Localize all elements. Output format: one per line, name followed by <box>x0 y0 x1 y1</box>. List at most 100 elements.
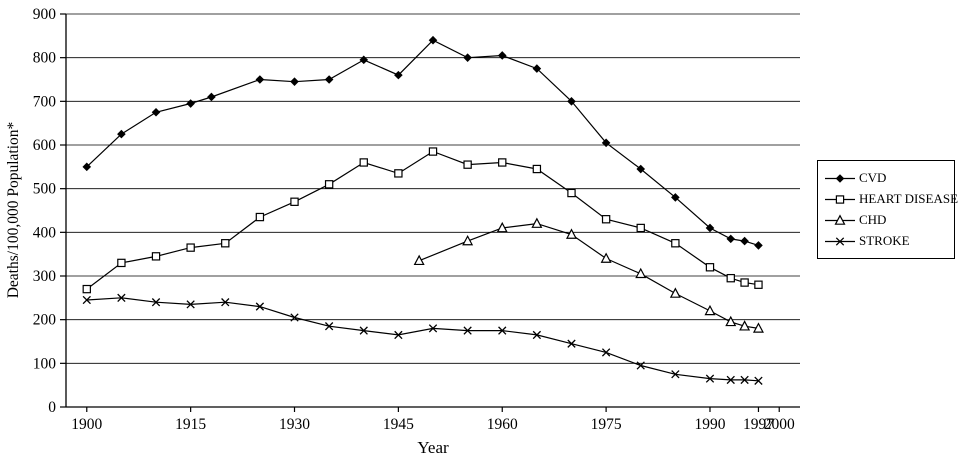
y-axis-label: Deaths/100,000 Population* <box>5 121 22 299</box>
diamond-marker <box>186 99 195 108</box>
diamond-marker <box>359 55 369 65</box>
y-tick-label: 800 <box>33 50 57 67</box>
diamond-marker <box>636 164 646 174</box>
triangle-legend-swatch <box>825 213 855 225</box>
x-marker <box>394 330 403 340</box>
x-legend-swatch <box>825 236 855 246</box>
diamond-marker <box>754 241 763 250</box>
square-marker <box>255 212 265 222</box>
diamond-legend-swatch <box>825 173 855 183</box>
x-tick-label: 1975 <box>591 416 622 433</box>
y-tick-label: 600 <box>33 137 57 154</box>
x-marker <box>117 293 126 302</box>
square-marker <box>754 280 763 289</box>
legend-item-cvd: CVD <box>824 170 949 186</box>
square-marker <box>290 197 299 206</box>
x-marker <box>754 376 763 385</box>
legend-label: CVD <box>859 170 887 185</box>
triangle-marker <box>635 267 647 279</box>
diamond-marker <box>601 138 611 148</box>
square-marker <box>324 180 334 189</box>
diamond-marker <box>151 107 161 117</box>
diamond-marker <box>324 75 334 84</box>
y-tick-label: 100 <box>33 355 57 372</box>
series-line <box>86 297 759 382</box>
y-tick-label: 500 <box>33 181 57 198</box>
legend-label: STROKE <box>859 233 910 248</box>
diamond-marker <box>255 75 265 84</box>
square-marker <box>567 188 576 198</box>
square-marker <box>463 160 472 169</box>
square-legend-swatch <box>825 194 855 204</box>
triangle-marker <box>600 252 612 263</box>
diamond-marker <box>705 223 715 233</box>
x-tick-label: 1997 <box>743 416 774 433</box>
square-marker <box>221 239 230 248</box>
x-marker <box>359 326 368 335</box>
diamond-marker <box>532 64 542 73</box>
y-tick-label: 700 <box>33 93 57 110</box>
x-tick-label: 1960 <box>487 416 518 433</box>
y-tick-label: 0 <box>48 399 56 416</box>
y-tick-label: 300 <box>33 268 57 285</box>
x-axis-label: Year <box>417 438 449 457</box>
series-stroke <box>82 293 763 385</box>
x-marker <box>290 313 299 322</box>
legend-label: HEART DISEASE <box>859 191 959 206</box>
x-marker <box>255 302 265 311</box>
x-marker <box>636 361 645 370</box>
square-marker <box>394 169 403 178</box>
series-line <box>86 39 759 246</box>
square-marker <box>359 158 368 167</box>
square-marker <box>151 252 161 261</box>
x-marker <box>835 236 845 246</box>
triangle-marker <box>413 254 425 266</box>
legend-item-stroke: STROKE <box>824 233 949 249</box>
legend-label: CHD <box>859 212 887 227</box>
y-tick-label: 400 <box>33 224 57 241</box>
x-tick-label: 1900 <box>71 416 102 433</box>
x-marker <box>186 300 195 309</box>
x-marker <box>601 348 611 357</box>
x-marker <box>82 295 91 305</box>
triangle-marker <box>834 213 846 225</box>
x-marker <box>324 322 334 331</box>
x-marker <box>463 326 472 335</box>
square-marker <box>705 263 715 272</box>
diamond-marker <box>394 70 403 80</box>
x-marker <box>705 374 715 383</box>
diamond-marker <box>290 77 299 86</box>
x-marker <box>428 324 438 333</box>
diamond-marker <box>428 35 438 45</box>
y-tick-label: 900 <box>33 6 57 23</box>
legend-item-chd: CHD <box>824 212 949 228</box>
series-heart-disease <box>82 147 763 294</box>
diamond-marker <box>207 92 216 102</box>
x-tick-label: 1915 <box>175 416 206 433</box>
triangle-marker <box>669 287 681 298</box>
legend-item-heart-disease: HEART DISEASE <box>824 191 958 207</box>
x-tick-label: 1945 <box>383 416 414 433</box>
diamond-marker <box>835 173 845 183</box>
triangle-marker <box>725 315 737 327</box>
x-marker <box>671 370 680 379</box>
diamond-marker <box>117 129 126 139</box>
diamond-marker <box>726 234 736 244</box>
x-marker <box>532 330 542 340</box>
series-line <box>86 150 759 290</box>
square-marker <box>636 223 645 233</box>
x-marker <box>567 339 576 348</box>
series-cvd <box>82 35 763 250</box>
chart-legend: CVD HEART DISEASE CHD STROKE <box>817 160 958 259</box>
square-marker <box>117 258 126 268</box>
triangle-marker <box>496 221 508 233</box>
square-marker <box>428 147 438 156</box>
square-marker <box>671 239 680 248</box>
square-marker <box>601 215 611 224</box>
diamond-marker <box>82 162 92 172</box>
square-marker <box>726 273 735 283</box>
triangle-marker <box>739 320 751 331</box>
series-chd <box>413 217 764 333</box>
